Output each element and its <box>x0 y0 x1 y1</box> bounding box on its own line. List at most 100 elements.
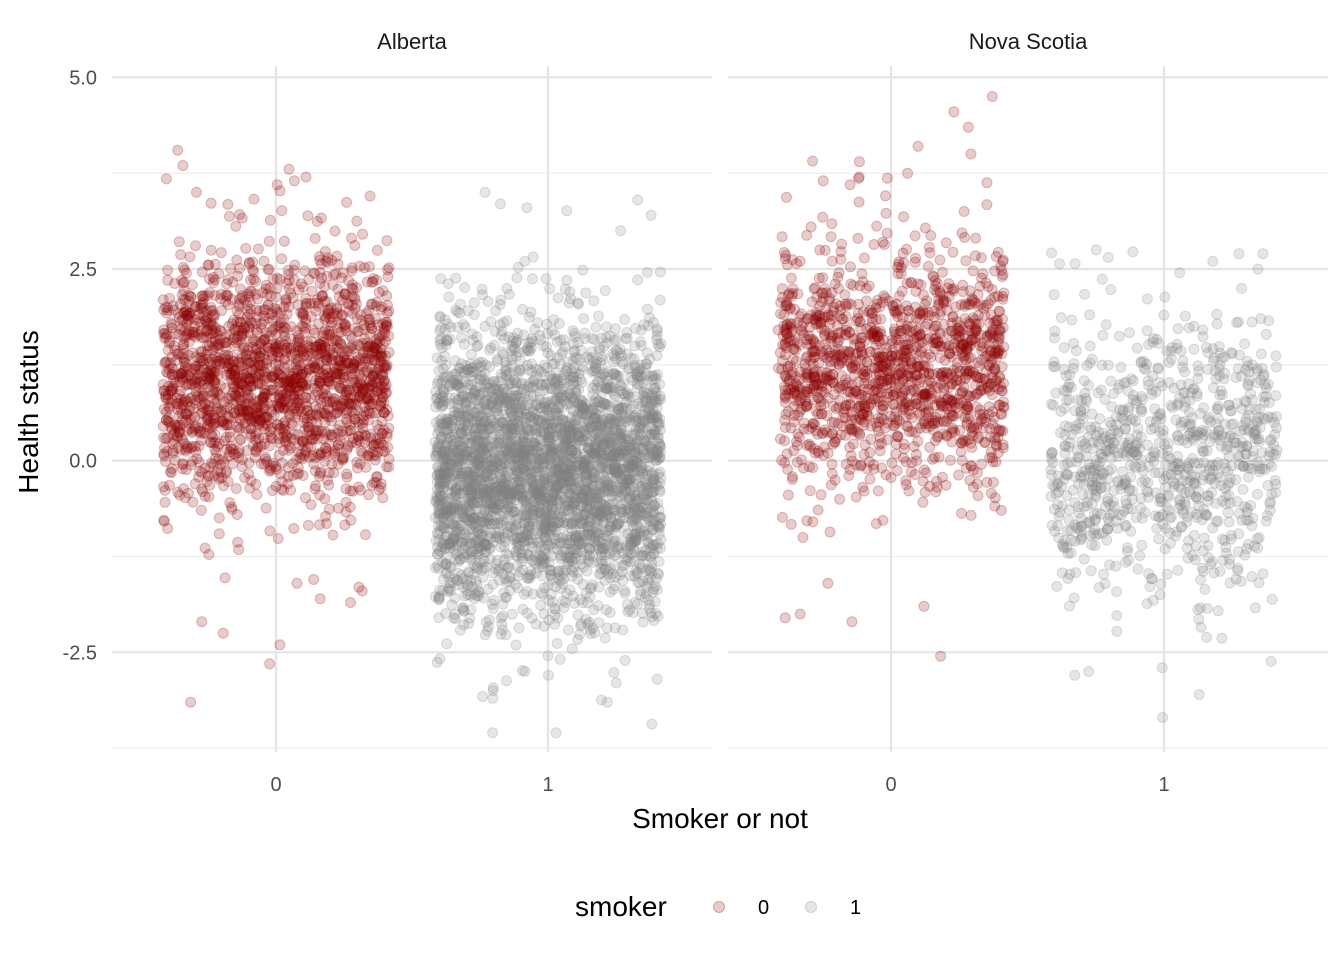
data-point <box>213 355 225 367</box>
data-point <box>273 359 285 371</box>
data-point <box>312 298 324 309</box>
data-point <box>228 448 239 460</box>
data-point <box>431 352 443 364</box>
data-point <box>341 196 353 208</box>
data-point <box>251 304 263 316</box>
data-point <box>301 416 313 428</box>
data-point <box>346 333 358 345</box>
data-point <box>335 339 347 351</box>
data-point <box>300 392 311 404</box>
data-point <box>236 352 248 364</box>
data-point <box>292 345 304 357</box>
data-point <box>278 325 290 337</box>
data-point <box>299 265 311 277</box>
data-point <box>339 519 351 531</box>
data-point <box>163 401 175 413</box>
data-point <box>248 273 260 285</box>
data-point <box>213 342 224 354</box>
data-point <box>322 308 334 320</box>
data-point <box>260 502 272 514</box>
data-point <box>157 294 169 306</box>
data-point <box>236 212 248 224</box>
data-point <box>309 424 321 436</box>
data-point <box>321 396 333 408</box>
data-point <box>433 593 445 605</box>
data-point <box>191 453 203 465</box>
data-point <box>363 305 375 316</box>
data-point <box>289 347 301 359</box>
data-point <box>380 316 392 328</box>
data-point <box>348 398 360 410</box>
data-point <box>327 332 339 344</box>
data-point <box>331 310 343 322</box>
data-point <box>189 478 201 490</box>
data-point <box>319 455 331 467</box>
data-point <box>264 465 275 477</box>
data-point <box>224 368 236 380</box>
data-point <box>278 402 289 414</box>
data-point <box>353 581 365 593</box>
data-point <box>349 413 361 425</box>
data-point <box>450 272 462 284</box>
data-point <box>521 344 533 356</box>
data-point <box>344 330 356 342</box>
data-point <box>239 472 251 484</box>
data-point <box>342 357 354 369</box>
data-point <box>646 718 658 730</box>
data-point <box>161 445 173 457</box>
data-point <box>203 273 215 285</box>
data-point <box>363 405 375 417</box>
data-point <box>371 296 383 308</box>
data-point <box>278 361 290 373</box>
data-point <box>232 391 244 403</box>
data-point <box>540 273 552 285</box>
data-point <box>297 281 309 293</box>
data-point <box>319 383 331 395</box>
data-point <box>268 369 280 381</box>
data-point <box>364 328 376 340</box>
data-point <box>312 358 324 369</box>
data-point <box>599 632 611 644</box>
data-point <box>314 449 326 461</box>
data-point <box>300 316 312 328</box>
data-point <box>497 349 509 360</box>
data-point <box>233 356 245 368</box>
data-point <box>352 362 364 374</box>
data-point <box>286 349 297 361</box>
data-point <box>189 423 201 435</box>
data-point <box>179 264 190 276</box>
data-point <box>177 352 189 364</box>
data-point <box>240 367 252 379</box>
data-point <box>250 478 262 490</box>
data-point <box>222 354 234 366</box>
data-point <box>341 444 353 456</box>
data-point <box>193 425 205 437</box>
data-point <box>503 288 515 300</box>
data-point <box>348 374 360 385</box>
data-point <box>303 362 315 374</box>
data-point <box>158 450 170 462</box>
data-point <box>226 501 237 513</box>
data-point <box>564 286 576 298</box>
data-point <box>446 599 458 611</box>
data-point <box>218 396 229 408</box>
data-point <box>383 461 395 473</box>
data-point <box>158 515 170 527</box>
data-point <box>178 339 190 351</box>
data-point <box>312 448 324 460</box>
data-point <box>641 266 653 278</box>
data-point <box>159 484 171 496</box>
facet-title: Alberta <box>377 29 447 54</box>
data-point <box>363 355 374 367</box>
data-point <box>344 342 356 354</box>
data-point <box>303 421 315 433</box>
data-point <box>307 434 319 445</box>
data-point <box>168 374 179 386</box>
data-point <box>241 385 253 397</box>
data-point <box>169 454 181 466</box>
data-point <box>258 255 270 267</box>
data-point <box>552 292 564 304</box>
data-point <box>298 380 310 392</box>
data-point <box>491 401 503 413</box>
data-point <box>235 357 246 369</box>
